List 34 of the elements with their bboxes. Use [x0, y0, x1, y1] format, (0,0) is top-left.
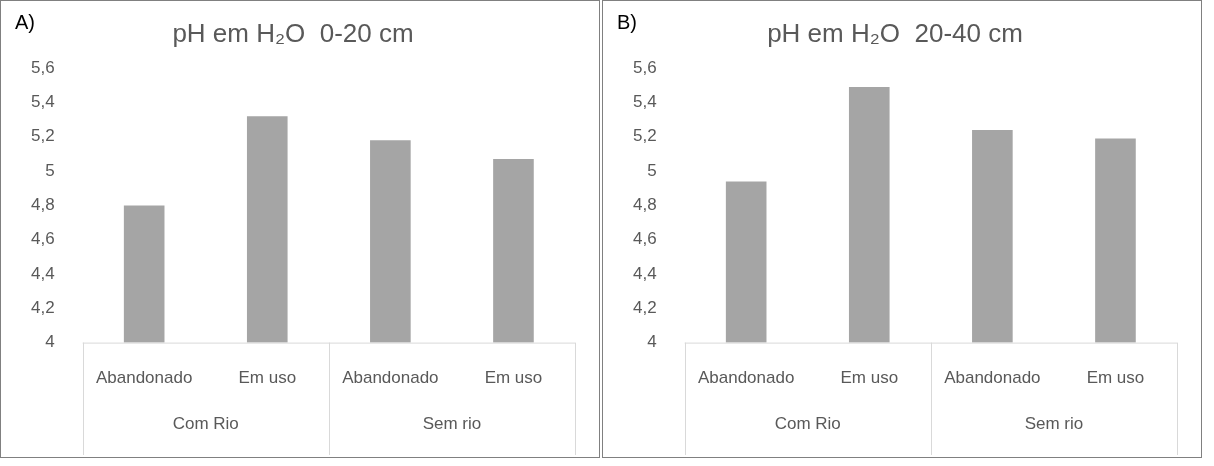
y-tick-label: 5,6 [30, 57, 55, 77]
y-tick-label: 4,6 [632, 229, 657, 249]
chart-title: pH em H₂O 20-40 cm [767, 17, 1023, 48]
y-tick-label: 4,2 [30, 297, 55, 317]
y-tick-label: 4,2 [632, 297, 657, 317]
chart-title: pH em H₂O 0-20 cm [172, 17, 414, 48]
y-tick-label: 5 [647, 160, 657, 180]
y-tick-label: 4,6 [30, 229, 55, 249]
text: A) [15, 10, 35, 33]
x-tick-label: Em uso [1086, 368, 1145, 388]
y-tick-label: 5,2 [30, 126, 55, 146]
y-tick-label: 4,4 [30, 263, 55, 283]
text: Sem rio [1024, 414, 1084, 434]
text: B) [617, 10, 637, 33]
y-tick-label: 5,4 [632, 92, 657, 112]
y-tick-label: 4 [647, 332, 657, 352]
x-tick-label: Em uso [238, 368, 297, 388]
y-tick-label: 4,4 [632, 263, 657, 283]
y-tick-label: 5,6 [632, 57, 657, 77]
text: Sem rio [422, 414, 482, 434]
y-tick-label: 4,8 [632, 195, 657, 215]
x-tick-label: Abandonado [95, 368, 193, 388]
x-tick-label: Abandonado [944, 368, 1041, 388]
x-tick-label: Abandonado [342, 368, 439, 388]
y-tick-label: 5 [45, 160, 55, 180]
text: Com Rio [172, 414, 239, 434]
x-tick-label: Em uso [484, 368, 543, 388]
y-tick-label: 4 [45, 332, 55, 352]
y-tick-label: 4,8 [30, 195, 55, 215]
y-tick-label: 5,4 [30, 92, 55, 112]
x-tick-label: Em uso [840, 368, 899, 388]
x-tick-label: Abandonado [697, 368, 795, 388]
y-tick-label: 5,2 [632, 126, 657, 146]
text: Com Rio [774, 414, 841, 434]
